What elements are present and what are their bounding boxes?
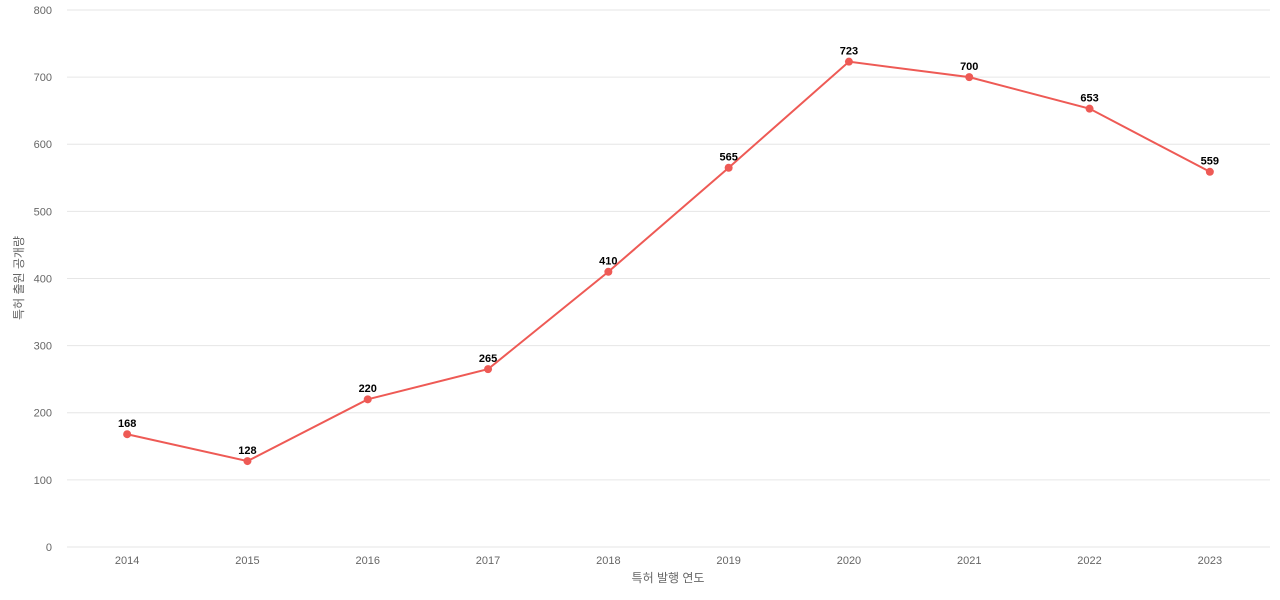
y-tick-label: 400 (34, 273, 52, 285)
y-axis-title: 특허 출원 공개량 (12, 236, 26, 320)
data-label: 220 (359, 383, 377, 395)
y-tick-label: 0 (46, 542, 52, 554)
data-label: 265 (479, 353, 497, 365)
point (1085, 104, 1094, 113)
y-tick-label: 100 (34, 475, 52, 487)
data-label: 723 (840, 46, 858, 58)
data-label: 168 (118, 418, 136, 430)
y-tick-label: 300 (34, 341, 52, 353)
point (844, 57, 853, 66)
x-tick-label: 2020 (837, 555, 861, 567)
x-tick-label: 2018 (596, 555, 620, 567)
point (123, 430, 132, 439)
y-tick-label: 800 (34, 5, 52, 17)
data-label: 410 (599, 256, 617, 268)
x-tick-label: 2019 (716, 555, 740, 567)
y-tick-label: 600 (34, 139, 52, 151)
data-label: 700 (960, 61, 978, 73)
point (604, 267, 613, 276)
point (484, 365, 493, 374)
x-axis-title: 특허 발행 연도 (632, 570, 705, 585)
y-tick-label: 500 (34, 206, 52, 218)
point (1205, 167, 1214, 176)
y-tick-label: 200 (34, 408, 52, 420)
x-tick-label: 2023 (1198, 555, 1222, 567)
point (965, 73, 974, 82)
data-label: 559 (1201, 156, 1219, 168)
data-label: 653 (1080, 93, 1098, 105)
point (243, 457, 252, 466)
x-tick-label: 2017 (476, 555, 500, 567)
x-tick-label: 2016 (356, 555, 380, 567)
x-tick-label: 2014 (115, 555, 139, 567)
x-tick-label: 2021 (957, 555, 981, 567)
point (363, 395, 372, 404)
data-label: 128 (238, 445, 256, 457)
y-tick-label: 700 (34, 72, 52, 84)
x-tick-label: 2015 (235, 555, 259, 567)
x-tick-label: 2022 (1077, 555, 1101, 567)
point (724, 163, 733, 172)
line (126, 60, 1211, 463)
data-label: 565 (719, 152, 737, 164)
